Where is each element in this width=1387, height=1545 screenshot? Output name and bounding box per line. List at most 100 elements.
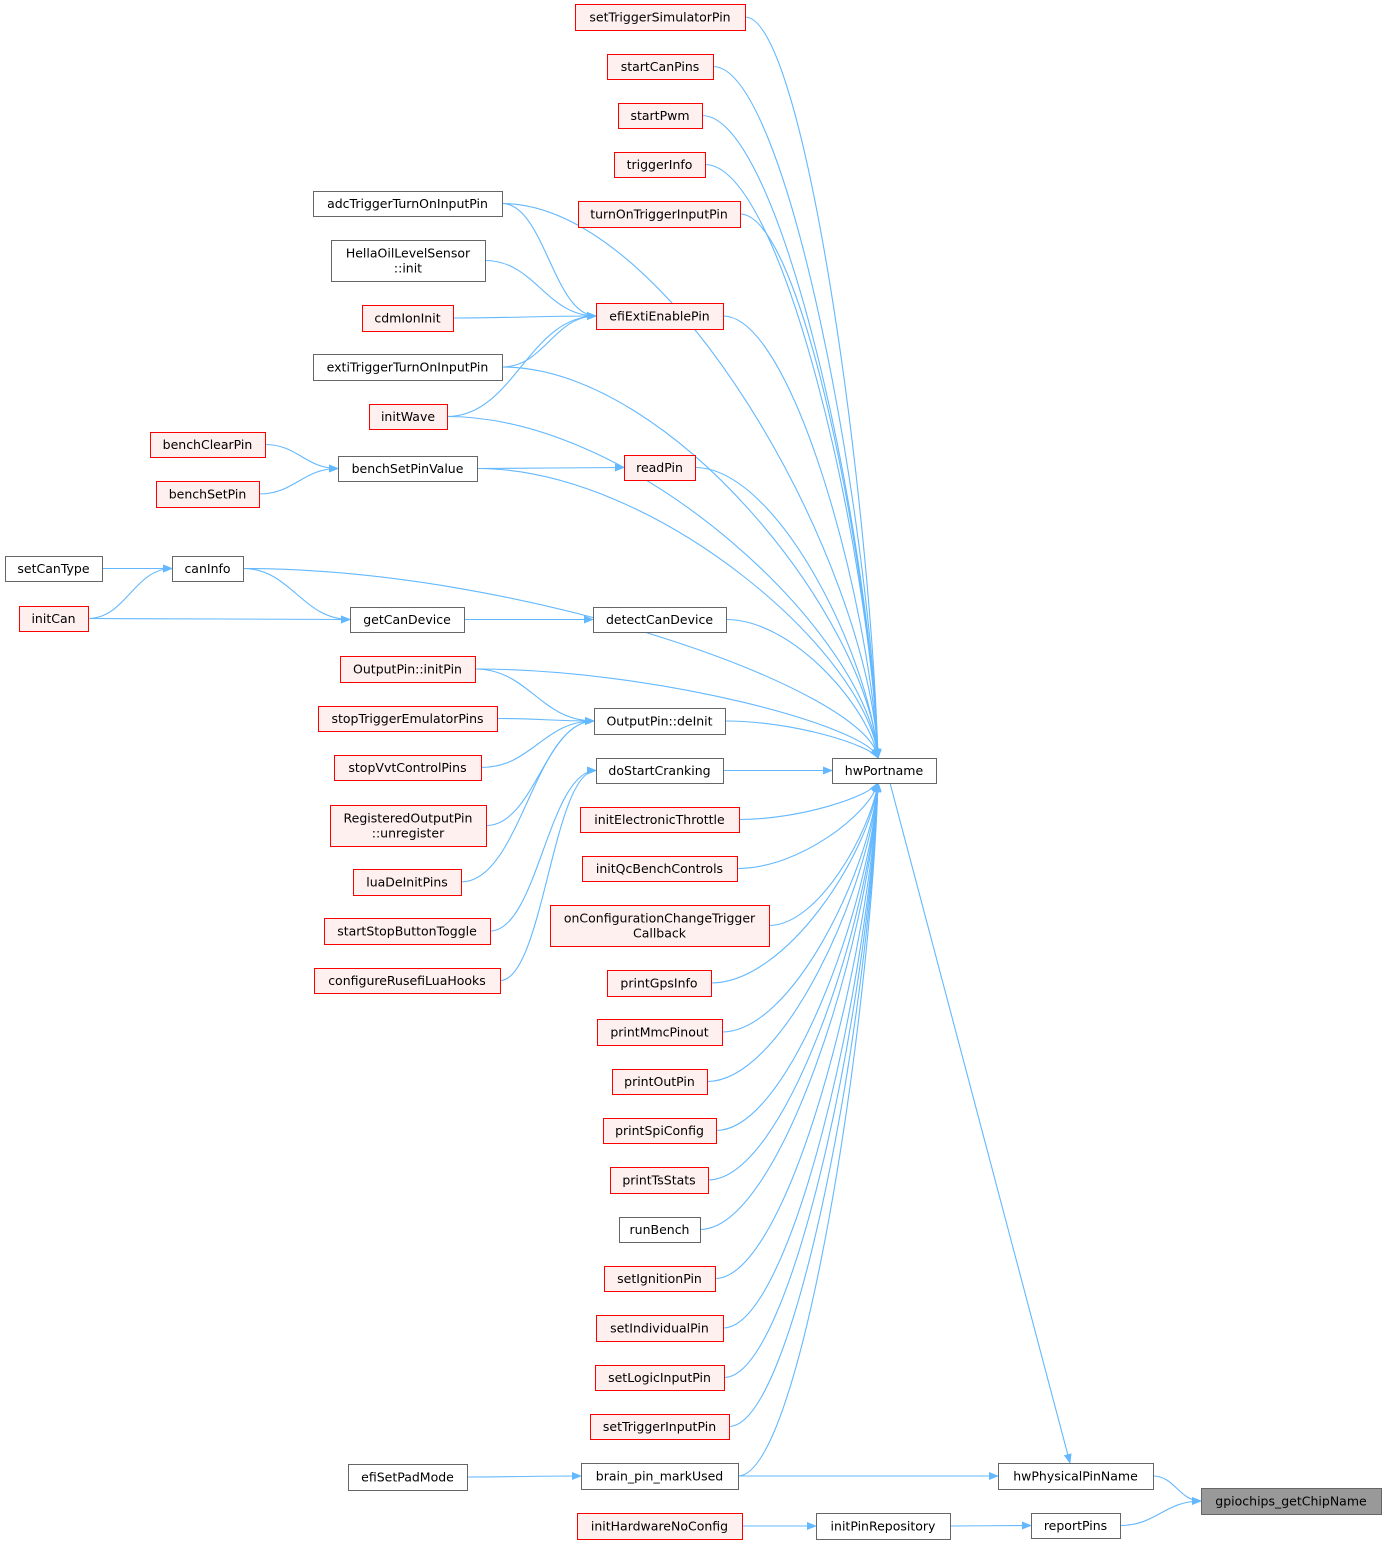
edge-configurerusefiluahooks-to-dostartcranking [499,766,597,982]
node-settriggerinputpin[interactable]: setTriggerInputPin [590,1414,730,1440]
node-setlogicinputpin[interactable]: setLogicInputPin [595,1365,725,1391]
edge-caninfo-to-getcandevice [242,567,351,624]
node-printgpsinfo[interactable]: printGpsInfo [607,970,712,997]
edge-initwave-to-hwportname [446,415,882,759]
node-label: efiSetPadMode [361,1470,454,1485]
edge-cdmioninit-to-efiextienablepin [452,312,597,321]
edge-extitriggerturnoninputpin-to-hwportname [501,366,882,759]
node-startpwm[interactable]: startPwm [618,103,703,129]
node-box [832,758,937,784]
node-box [334,755,482,781]
node-setcantype[interactable]: setCanType [5,556,103,582]
node-readpin[interactable]: readPin [624,455,696,481]
node-printspiconfig[interactable]: printSpiConfig [603,1118,717,1144]
node-benchclearpin[interactable]: benchClearPin [150,432,266,458]
node-runbench[interactable]: runBench [619,1217,701,1243]
node-settriggersimulatorpin[interactable]: setTriggerSimulatorPin [575,4,746,31]
node-initqcbenchcontrols[interactable]: initQcBenchControls [582,856,738,882]
node-label: printSpiConfig [615,1123,704,1138]
node-configurerusefiluahooks[interactable]: configureRusefiLuaHooks [314,968,501,994]
edge-initpinrepository-to-reportpins [949,1521,1032,1530]
node-box [816,1513,951,1540]
node-box [612,1069,708,1095]
edge-startcanpins-to-hwportname [712,65,882,759]
node-gpiochips-getchipname[interactable]: gpiochips_getChipName [1201,1488,1382,1515]
edge-runbench-to-hwportname [699,782,882,1231]
node-luadeinitpins[interactable]: luaDeInitPins [353,869,462,896]
node-startstopbuttontoggle[interactable]: startStopButtonToggle [324,918,491,945]
node-label: setCanType [17,561,89,576]
node-box [340,656,476,683]
node-label: Callback [633,926,687,941]
node-benchsetpin[interactable]: benchSetPin [156,481,260,508]
node-setindividualpin[interactable]: setIndividualPin [596,1315,724,1342]
node-label: startCanPins [621,59,700,74]
node-efiextienablepin[interactable]: efiExtiEnablePin [596,303,724,330]
node-triggerinfo[interactable]: triggerInfo [614,152,706,178]
node-setignitionpin[interactable]: setIgnitionPin [604,1266,716,1292]
node-label: stopVvtControlPins [348,760,466,775]
node-initcan[interactable]: initCan [19,606,89,632]
edge-reportpins-to-gpiochips_getchipname [1119,1497,1202,1527]
node-label: stopTriggerEmulatorPins [331,711,483,726]
node-inithardwarenoconfig[interactable]: initHardwareNoConfig [577,1513,743,1540]
node-printtsstats[interactable]: printTsStats [610,1167,709,1194]
edge-adctriggerturnoninputpin-to-hwportname [501,202,882,759]
node-cdmioninit[interactable]: cdmIonInit [362,305,454,332]
node-printmmcpinout[interactable]: printMmcPinout [597,1019,723,1046]
edge-benchsetpin-to-benchsetpinvalue [258,464,339,495]
node-initwave[interactable]: initWave [369,404,448,430]
node-adctriggerturnoninputpin[interactable]: adcTriggerTurnOnInputPin [313,191,503,217]
node-initelectronicthrottle[interactable]: initElectronicThrottle [580,807,740,833]
node-initpinrepository[interactable]: initPinRepository [816,1513,951,1540]
edge-detectcandevice-to-hwportname [725,618,881,759]
node-box [575,4,746,31]
node-dostartcranking[interactable]: doStartCranking [596,758,724,784]
node-label: extiTriggerTurnOnInputPin [327,360,489,375]
node-getcandevice[interactable]: getCanDevice [350,607,465,633]
node-stoptriggeremulatorpins[interactable]: stopTriggerEmulatorPins [318,706,498,732]
node-outputpin-initpin[interactable]: OutputPin::initPin [340,656,476,683]
node-box [607,970,712,997]
node-box [353,869,462,896]
node-label: turnOnTriggerInputPin [590,207,728,222]
edge-turnontriggerinputpin-to-hwportname [739,213,882,759]
node-label: ::init [394,261,422,276]
node-box [603,1118,717,1144]
node-box [330,805,487,847]
node-hwphysicalpinname[interactable]: hwPhysicalPinName [998,1463,1154,1490]
node-label: reportPins [1044,1518,1107,1533]
node-box [578,201,741,228]
node-label: hwPortname [845,763,924,778]
node-box [1031,1513,1121,1539]
node-turnontriggerinputpin[interactable]: turnOnTriggerInputPin [578,201,741,228]
node-hwportname[interactable]: hwPortname [832,758,937,784]
node-box [324,918,491,945]
node-caninfo[interactable]: canInfo [172,556,244,582]
node-label: OutputPin::initPin [353,662,462,677]
node-startcanpins[interactable]: startCanPins [607,54,714,80]
node-label: printMmcPinout [610,1025,708,1040]
edge-benchsetpinvalue-to-readpin [476,463,625,472]
node-box [614,152,706,178]
edge-setindividualpin-to-hwportname [722,782,882,1329]
node-label: OutputPin::deInit [606,714,712,729]
node-efisetpadmode[interactable]: efiSetPadMode [348,1464,468,1491]
node-extitriggerturnoninputpin[interactable]: extiTriggerTurnOnInputPin [313,354,503,381]
node-detectcandevice[interactable]: detectCanDevice [593,607,727,633]
node-box [577,1513,743,1540]
node-printoutpin[interactable]: printOutPin [612,1069,708,1095]
node-label: getCanDevice [363,612,451,627]
node-outputpin-deinit[interactable]: OutputPin::deInit [594,708,726,735]
edge-setlogicinputpin-to-hwportname [723,782,882,1379]
node-brain-pin-markused[interactable]: brain_pin_markUsed [581,1463,739,1490]
node-reportpins[interactable]: reportPins [1031,1513,1121,1539]
node-hellaoillevelsensor-init[interactable]: HellaOilLevelSensor::init [331,240,486,282]
node-box [595,1365,725,1391]
node-benchsetpinvalue[interactable]: benchSetPinValue [338,456,478,482]
node-box [597,1019,723,1046]
node-box [619,1217,701,1243]
node-stopvvtcontrolpins[interactable]: stopVvtControlPins [334,755,482,781]
node-registeredoutputpin-unregister[interactable]: RegisteredOutputPin::unregister [330,805,487,847]
